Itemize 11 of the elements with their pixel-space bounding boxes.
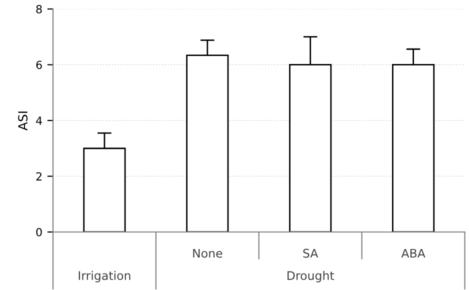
text: Drought [288, 270, 334, 282]
y-axis-title: ASI [18, 112, 28, 130]
text: Irrigation [78, 270, 130, 282]
y-tick-label: 4 [36, 116, 42, 125]
y-tick-label: 0 [36, 228, 42, 236]
y-tick-label: 8 [36, 4, 42, 14]
y-tick-label: 2 [36, 172, 42, 180]
y-tick-label: 6 [36, 60, 42, 70]
x-tick-label: ABA [401, 248, 426, 258]
x-tick-label: None [193, 248, 222, 258]
x-tick-label: SA [303, 248, 318, 258]
